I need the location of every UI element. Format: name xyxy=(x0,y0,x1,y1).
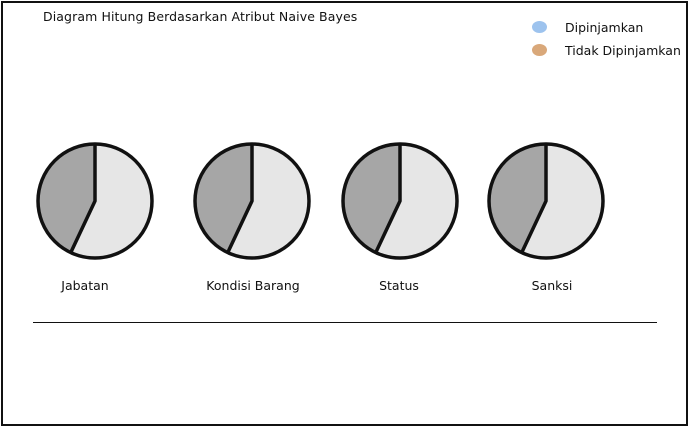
pie-slice-dark-status xyxy=(343,144,400,253)
pie-label-status: Status xyxy=(379,278,419,293)
pie-outline-kondisi-barang xyxy=(193,142,311,260)
pie-label-kondisi-barang: Kondisi Barang xyxy=(206,278,300,293)
legend-label-tidak-dipinjamkan: Tidak Dipinjamkan xyxy=(565,42,681,58)
legend-swatch-tidak-dipinjamkan xyxy=(532,44,547,56)
pie-label-jabatan: Jabatan xyxy=(61,278,109,293)
pie-outline-status xyxy=(341,142,459,260)
pie-slice-dark-sanksi xyxy=(489,144,546,253)
legend-label-dipinjamkan: Dipinjamkan xyxy=(565,19,644,35)
pie-divider-status xyxy=(374,144,402,254)
pie-divider-sanksi xyxy=(520,144,548,254)
diagram-title: Diagram Hitung Berdasarkan Atribut Naive… xyxy=(43,9,358,24)
pie-outline-jabatan xyxy=(36,142,154,260)
legend-item-tidak-dipinjamkan: Tidak Dipinjamkan xyxy=(532,41,681,59)
pie-slice-dark-kondisi-barang xyxy=(195,144,252,253)
legend-swatch-dipinjamkan xyxy=(532,21,547,33)
pie-slice-dark-jabatan xyxy=(38,144,95,253)
pie-divider-jabatan xyxy=(69,144,97,254)
legend-item-dipinjamkan: Dipinjamkan xyxy=(532,18,643,36)
pie-label-sanksi: Sanksi xyxy=(531,278,573,293)
divider-line xyxy=(33,322,657,323)
pie-divider-kondisi-barang xyxy=(226,144,254,254)
pie-outline-sanksi xyxy=(487,142,605,260)
